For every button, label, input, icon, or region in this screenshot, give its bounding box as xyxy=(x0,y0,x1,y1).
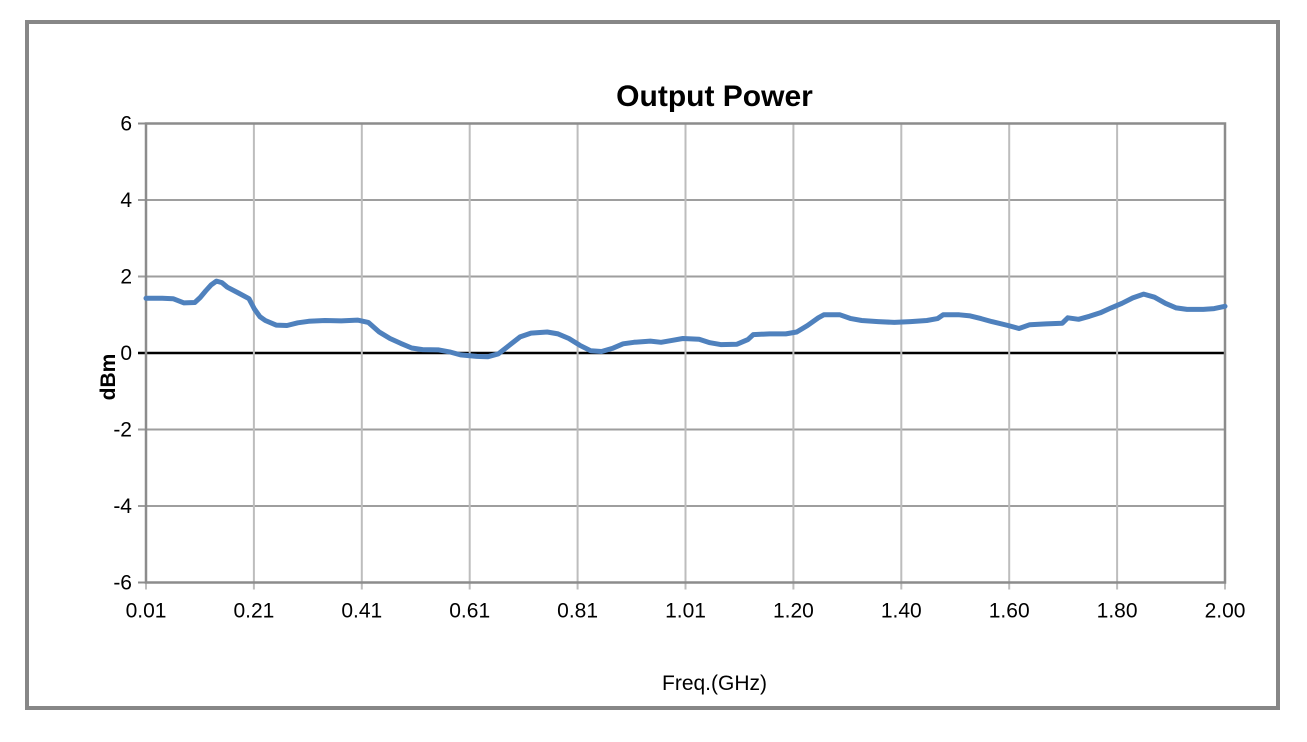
y-tick-label: -4 xyxy=(113,495,132,518)
y-tick-label: 0 xyxy=(120,342,132,365)
chart-title: Output Power xyxy=(616,80,813,113)
x-tick-label: 0.41 xyxy=(341,600,382,623)
x-tick-label: 0.81 xyxy=(557,600,598,623)
x-tick-label: 1.60 xyxy=(989,600,1030,623)
x-tick-label: 2.00 xyxy=(1205,600,1246,623)
x-tick-label: 1.01 xyxy=(665,600,706,623)
x-tick-label: 1.40 xyxy=(881,600,922,623)
y-tick-label: -2 xyxy=(113,419,132,442)
x-tick-label: 1.20 xyxy=(773,600,814,623)
x-tick-label: 0.21 xyxy=(233,600,274,623)
x-tick-label: 0.61 xyxy=(449,600,490,623)
chart-frame: Output Power dBm Freq.(GHz) xyxy=(25,20,1280,710)
series-line xyxy=(143,278,1228,360)
y-tick-label: 6 xyxy=(120,113,132,136)
x-tick-label: 1.80 xyxy=(1097,600,1138,623)
y-tick-label: 4 xyxy=(120,189,132,212)
plot-border xyxy=(144,122,1227,584)
y-tick-label: -6 xyxy=(113,572,132,595)
y-tick-label: 2 xyxy=(120,266,132,289)
x-axis-title: Freq.(GHz) xyxy=(662,672,767,695)
x-tick-label: 0.01 xyxy=(126,600,167,623)
